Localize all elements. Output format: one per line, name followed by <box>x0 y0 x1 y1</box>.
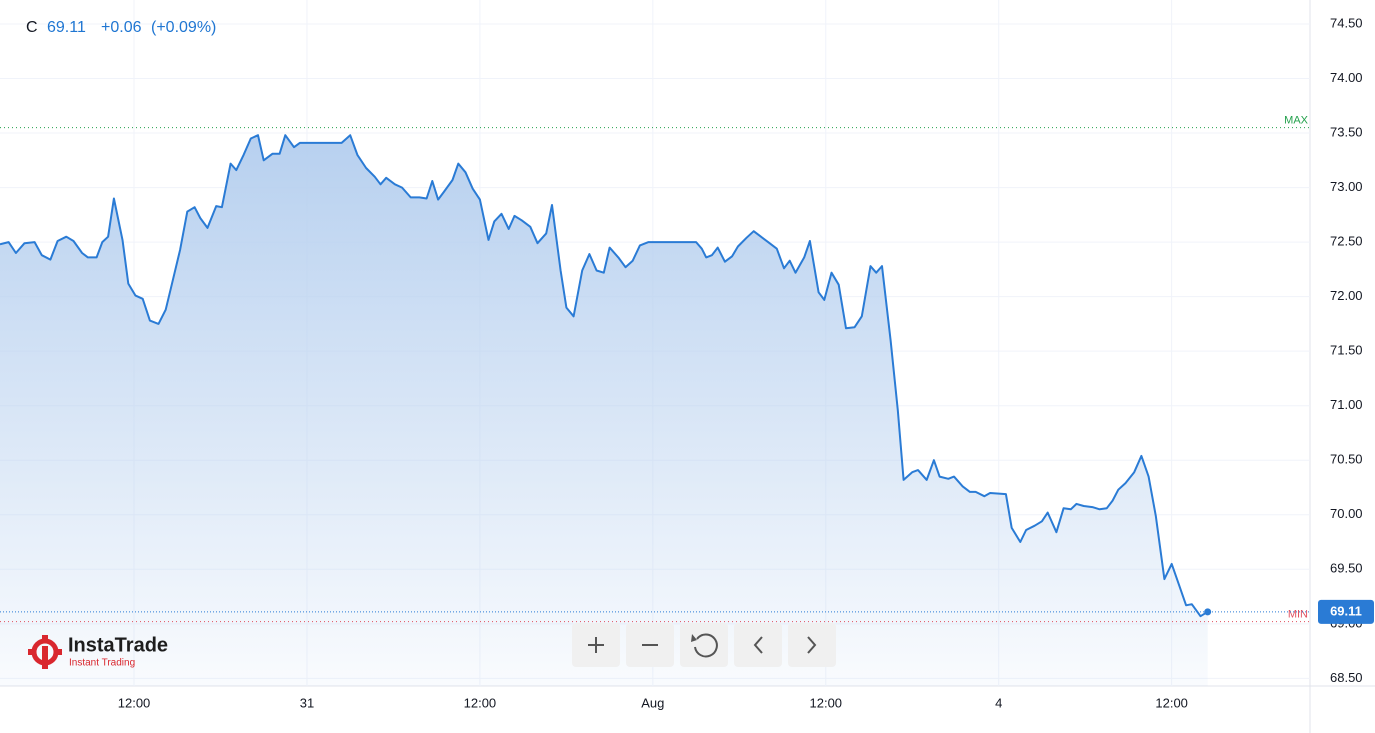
zoom-in-button[interactable] <box>572 623 620 667</box>
x-tick-label: 12:00 <box>464 695 497 710</box>
scroll-left-button[interactable] <box>734 623 782 667</box>
header-change: +0.06 <box>101 19 142 36</box>
brand-name: InstaTrade <box>68 634 168 656</box>
price-badge-label: 69.11 <box>1330 603 1362 618</box>
y-tick-label: 72.00 <box>1330 288 1363 303</box>
y-tick-label: 71.00 <box>1330 397 1363 412</box>
logo-icon <box>28 635 62 669</box>
brand-tagline: Instant Trading <box>69 658 135 669</box>
line <box>0 134 1209 618</box>
x-tick-label: 4 <box>995 695 1002 710</box>
y-tick-label: 73.00 <box>1330 179 1363 194</box>
plot: MAX MIN 69.11 <box>0 115 1374 686</box>
toolbar <box>572 623 836 667</box>
x-tick-label: 31 <box>300 695 314 710</box>
y-tick-label: 70.50 <box>1330 452 1363 467</box>
logo: InstaTrade Instant Trading <box>28 634 168 669</box>
y-tick-label: 74.00 <box>1330 70 1363 85</box>
y-tick-label: 74.50 <box>1330 15 1363 30</box>
x-tick-label: 12:00 <box>810 695 843 710</box>
x-tick-label: 12:00 <box>1155 695 1188 710</box>
y-tick-label: 73.50 <box>1330 124 1363 139</box>
x-tick-label: 12:00 <box>118 695 151 710</box>
symbol: C <box>26 19 38 36</box>
zoom-out-button[interactable] <box>626 623 674 667</box>
header-change-pct: (+0.09%) <box>151 19 216 36</box>
y-tick-label: 72.50 <box>1330 234 1363 249</box>
y-tick-label: 70.00 <box>1330 506 1363 521</box>
last-point <box>1204 608 1212 616</box>
min-line-label: MIN <box>1288 609 1308 621</box>
y-tick-label: 68.50 <box>1330 670 1363 685</box>
max-line-label: MAX <box>1284 115 1309 127</box>
area <box>0 135 1208 686</box>
header-price: 69.11 <box>47 19 86 36</box>
reset-button[interactable] <box>680 623 728 667</box>
y-tick-label: 69.50 <box>1330 561 1363 576</box>
y-tick-label: 71.50 <box>1330 343 1363 358</box>
scroll-right-button[interactable] <box>788 623 836 667</box>
x-tick-label: Aug <box>641 695 664 710</box>
price-badge <box>1318 599 1374 624</box>
